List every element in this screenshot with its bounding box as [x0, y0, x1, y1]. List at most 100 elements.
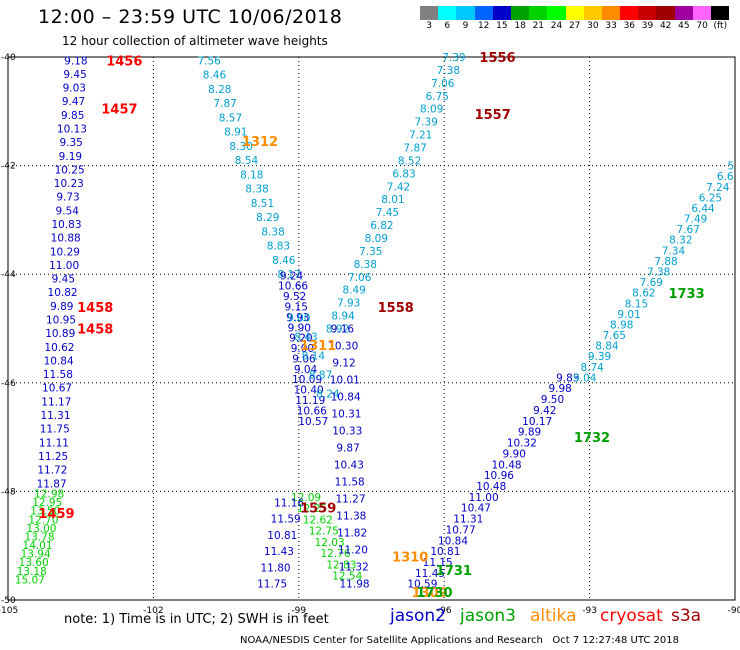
wave-height-value: 11.00	[469, 492, 499, 504]
wave-height-value: 8.83	[267, 241, 290, 253]
wave-height-value: 12.95	[32, 497, 62, 509]
wave-height-value: 9.01	[617, 309, 640, 321]
wave-height-value: 12.98	[34, 489, 64, 501]
wave-height-value: 10.32	[507, 438, 537, 450]
color-scale-swatches	[420, 6, 730, 20]
wave-height-value: 7.35	[359, 246, 382, 258]
wave-height-value: 7.87	[213, 98, 236, 110]
wave-height-value: 13.60	[19, 557, 49, 569]
wave-height-value: 9.85	[61, 110, 84, 122]
wave-height-value: 8.29	[256, 212, 279, 224]
wave-height-value: 8.09	[365, 233, 388, 245]
wave-height-value: 8.92	[326, 324, 349, 336]
wave-height-value: 9.24	[280, 270, 304, 282]
pass-label: 1457	[101, 103, 137, 118]
wave-height-value: 11.43	[264, 546, 294, 558]
wave-height-value: 11.31	[453, 514, 483, 526]
wave-height-value: 9.90	[288, 322, 311, 334]
color-scale-swatch	[711, 6, 730, 20]
color-scale-swatch	[510, 6, 530, 20]
wave-height-value: 9.47	[62, 96, 85, 108]
x-tick-label: -105	[0, 606, 18, 616]
wave-height-value: 10.96	[484, 470, 514, 482]
color-scale-label: (ft)	[713, 21, 728, 31]
wave-height-value: 12.70	[28, 514, 58, 526]
wave-height-value: 8.01	[381, 194, 404, 206]
wave-height-value: 10.84	[331, 392, 361, 404]
wave-height-value: 8.51	[251, 198, 274, 210]
wave-height-value: 8.24	[316, 389, 340, 401]
color-scale-swatch	[529, 6, 548, 20]
wave-height-value: 10.43	[334, 460, 364, 472]
color-scale-label: 70	[696, 21, 708, 31]
wave-height-value: 11.38	[336, 511, 366, 523]
wave-height-value: 10.82	[48, 287, 78, 299]
wave-height-value: 7.06	[431, 78, 455, 90]
wave-height-value: 9.50	[541, 394, 564, 406]
wave-height-value: 8.18	[240, 169, 263, 181]
wave-height-value: 9.45	[52, 274, 75, 286]
wave-height-value: 10.23	[54, 178, 84, 190]
wave-height-value: 9.00	[291, 343, 314, 355]
pass-label: 1458	[77, 323, 113, 338]
wave-height-value: 8.46	[203, 70, 227, 82]
pass-label: 1731	[436, 564, 472, 579]
color-scale: 3 6 9 12 15 18 21 24 27 30 33 36 39 42 45 70 (ft)	[420, 6, 730, 34]
pass-label: 1733	[668, 287, 704, 302]
color-scale-label: 18	[514, 21, 526, 31]
wave-height-value: 7.45	[376, 207, 399, 219]
wave-height-value: 9.04	[294, 364, 318, 376]
wave-height-value: 8.62	[632, 288, 655, 300]
wave-height-value: 11.11	[39, 437, 69, 449]
wave-height-value: 8.15	[625, 298, 648, 310]
wave-height-value: 6.75	[426, 91, 449, 103]
wave-height-value: 11.19	[295, 395, 325, 407]
wave-height-value: 10.25	[55, 164, 85, 176]
pass-label: 1312	[242, 135, 278, 150]
color-scale-swatch	[492, 6, 511, 20]
wave-height-value: 10.17	[522, 416, 552, 428]
wave-height-value: 9.42	[533, 405, 556, 417]
wave-height-value: 10.59	[407, 579, 437, 591]
wave-height-value: 12.54	[332, 571, 362, 583]
color-scale-label: 21	[532, 21, 545, 31]
wave-height-value: 9.45	[63, 69, 86, 81]
wave-height-value: 10.84	[438, 535, 468, 547]
wave-height-value: 10.47	[461, 503, 491, 515]
wave-height-value: 11.16	[274, 497, 304, 509]
wave-height-value: 10.33	[332, 426, 362, 438]
wave-height-value: 11.58	[335, 477, 365, 489]
wave-height-value: 7.93	[337, 298, 360, 310]
pass-label: 1732	[574, 431, 610, 446]
wave-height-value: 8.98	[610, 319, 633, 331]
color-scale-swatch	[583, 6, 602, 20]
wave-height-value: 10.30	[328, 341, 358, 353]
wave-height-value: 13.00	[26, 523, 56, 535]
wave-height-value: 11.20	[338, 545, 368, 557]
wave-height-value: 9.16	[331, 324, 355, 336]
wave-height-value: 14.01	[23, 540, 53, 552]
wave-height-value: 9.98	[548, 383, 571, 395]
wave-height-value: 10.01	[330, 375, 360, 387]
y-tick-label: -42	[1, 162, 16, 172]
legend-item-s3a: s3a	[671, 606, 702, 626]
wave-height-value: 8.38	[354, 259, 377, 271]
footnote-note: note: 1) Time is in UTC; 2) SWH is in fe…	[64, 612, 329, 627]
legend-item-jason3: jason3	[460, 606, 516, 626]
wave-height-value: 10.09	[292, 374, 322, 386]
legend-item-cryosat: cryosat	[600, 606, 663, 626]
wave-height-value: 9.03	[63, 83, 86, 95]
wave-height-value: 9.18	[64, 55, 87, 67]
wave-height-value: 9.15	[285, 301, 308, 313]
wave-height-value: 9.73	[56, 192, 79, 204]
wave-height-value: 11.75	[257, 579, 287, 591]
y-tick-label: -48	[1, 487, 16, 497]
page-title: 12:00 – 23:59 UTC 10/06/2018	[38, 6, 343, 28]
wave-height-value: 9.93	[286, 312, 309, 324]
y-tick-label: -44	[1, 270, 16, 280]
wave-height-value: 6.44	[691, 203, 715, 215]
wave-height-value: 13.18	[17, 566, 47, 578]
color-scale-label: 42	[659, 21, 672, 31]
wave-height-value: 7.34	[662, 245, 686, 257]
wave-height-value: 9.83	[556, 372, 579, 384]
